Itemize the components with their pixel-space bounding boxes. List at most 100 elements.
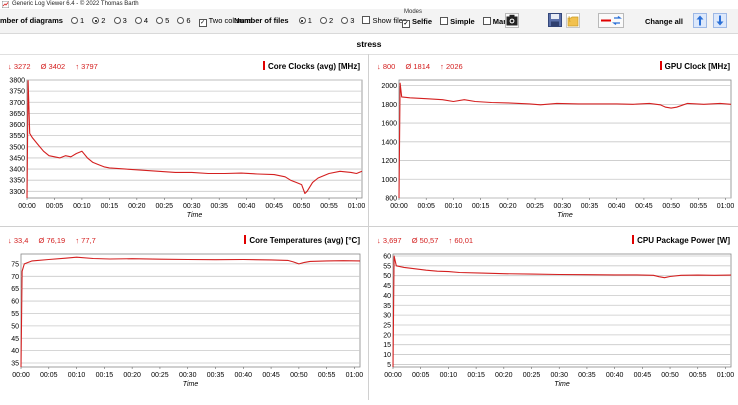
stat-avg: Ø 1814 [405,62,431,71]
chart-plot: 5 10 15 20 25 30 35 40 45 50 55 60 00:00 00:05 00:10 00… [383,253,735,388]
x-tick-label: 00:25 [151,372,169,379]
y-tick-label: 3400 [9,167,25,174]
two-columns-checkbox[interactable]: ✓ Two columns [198,16,253,27]
x-tick-label: 00:55 [318,372,336,379]
x-tick-label: 00:15 [101,203,119,210]
camera-button[interactable] [505,13,519,28]
row-divider [0,226,738,227]
stats-row: ↓ 33,4 Ø 76,19 ↑ 77,7 [8,236,104,245]
x-axis-label: Time [554,381,570,388]
x-tick-label: 00:30 [550,372,568,379]
chart-panel-cpu-package-power: ↓ 3,697 Ø 50,57 ↑ 60,01 CPU Package Powe… [369,227,738,400]
x-tick-label: 00:35 [207,372,225,379]
y-tick-label: 30 [383,313,391,320]
x-tick-label: 00:15 [467,372,485,379]
diagram-option-5[interactable]: 5 [156,16,169,25]
stats-row: ↓ 3,697 Ø 50,57 ↑ 60,01 [377,236,481,245]
x-tick-label: 00:25 [523,372,541,379]
line-color-button[interactable] [598,13,624,28]
x-tick-label: 00:00 [18,203,36,210]
diagram-option-6[interactable]: 6 [177,16,191,25]
simple-checkbox[interactable]: Simple [440,17,475,26]
series-marker-icon [659,61,662,70]
y-tick-label: 3650 [9,111,25,118]
y-tick-label: 10 [383,352,391,359]
file-option-3[interactable]: 3 [341,16,354,25]
open-button[interactable] [566,13,580,28]
plot-area [392,253,732,368]
series-line [26,80,363,199]
title-bar: Generic Log Viewer 6.4 - © 2022 Thomas B… [0,0,738,9]
x-axis-label: Time [187,212,203,219]
x-axis-label: Time [557,212,573,219]
y-tick-label: 75 [11,261,19,268]
diagram-option-3[interactable]: 3 [113,16,127,25]
diagram-option-4[interactable]: 4 [134,16,148,25]
y-tick-label: 1000 [381,177,397,184]
y-tick-label: 3550 [9,133,25,140]
move-down-button[interactable] [713,13,727,28]
show-files-checkbox[interactable]: Show files [362,16,407,25]
stat-max: ↑ 2026 [440,62,463,71]
y-tick-label: 45 [11,336,19,343]
x-tick-label: 00:30 [554,203,572,210]
y-tick-label: 70 [11,274,19,281]
stat-min: ↓ 3272 [8,62,31,71]
series-line [20,256,361,368]
x-tick-label: 00:20 [499,203,517,210]
y-tick-label: 35 [11,361,19,368]
move-up-button[interactable] [693,13,707,28]
chart-panel-core-temperatures: ↓ 33,4 Ø 76,19 ↑ 77,7 Core Temperatures … [0,227,368,400]
y-tick-label: 50 [383,273,391,280]
x-tick-label: 00:45 [262,372,280,379]
camera-icon [506,14,518,26]
x-tick-label: 00:40 [238,203,256,210]
x-tick-label: 01:00 [348,203,366,210]
y-tick-label: 55 [383,263,391,270]
x-tick-label: 01:00 [717,372,735,379]
x-tick-label: 00:10 [73,203,91,210]
diagram-option-2[interactable]: 2 [92,16,105,25]
x-tick-label: 00:35 [210,203,228,210]
series-marker-icon [262,61,265,70]
app-icon [2,1,9,8]
x-tick-label: 01:00 [346,372,364,379]
chart-plot: 800 1000 1200 1400 1600 1800 2000 00:00 00:05 00:… [381,79,734,219]
chart-title: CPU Package Power [W] [632,235,730,245]
x-tick-label: 00:35 [581,203,599,210]
y-tick-label: 35 [383,303,391,310]
x-tick-label: 00:10 [440,372,458,379]
x-tick-label: 00:35 [578,372,596,379]
y-tick-label: 15 [383,342,391,349]
arrow-down-icon [716,15,724,26]
y-tick-label: 3450 [9,155,25,162]
x-tick-label: 00:05 [40,372,58,379]
chart-panel-core-clocks: ↓ 3272 Ø 3402 ↑ 3797 Core Clocks (avg) [… [0,56,368,226]
column-divider [368,54,369,400]
x-tick-label: 00:45 [634,372,652,379]
folder-icon [567,15,579,27]
num-files-label: Number of files [234,16,289,25]
diagram-option-1[interactable]: 1 [71,16,84,25]
modes-label: Modes [404,9,423,15]
x-tick-label: 00:30 [179,372,197,379]
file-option-2[interactable]: 2 [319,16,333,25]
y-tick-label: 45 [383,283,391,290]
x-tick-label: 00:05 [417,203,435,210]
y-tick-label: 3600 [9,122,25,129]
x-tick-label: 00:50 [662,203,680,210]
file-option-1[interactable]: 1 [298,16,312,25]
stat-max: ↑ 77,7 [75,236,96,245]
stat-min: ↓ 3,697 [377,236,402,245]
stat-max: ↑ 60,01 [448,236,474,245]
plot-area [26,79,363,199]
x-tick-label: 00:40 [608,203,626,210]
save-button[interactable] [548,13,563,28]
x-tick-label: 00:15 [472,203,490,210]
y-tick-label: 3800 [9,78,25,85]
x-tick-label: 00:25 [526,203,544,210]
y-tick-label: 1600 [381,121,397,128]
selfie-checkbox[interactable]: ✓ Selfie [402,17,433,28]
stat-avg: Ø 76,19 [38,236,66,245]
stat-avg: Ø 3402 [40,62,66,71]
